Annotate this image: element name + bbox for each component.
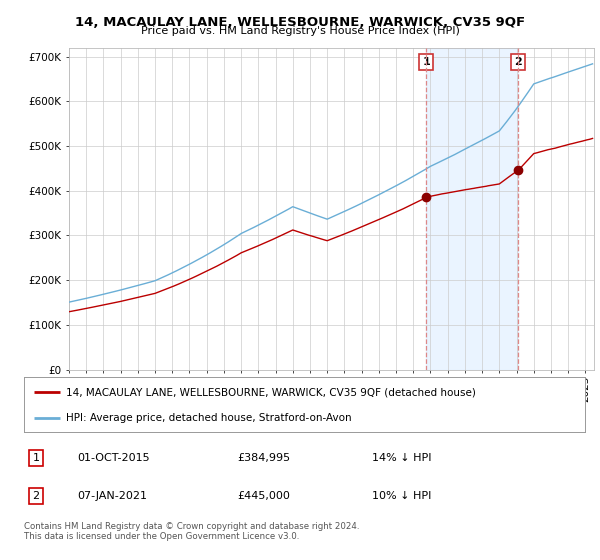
Text: 1: 1 [32, 453, 40, 463]
Text: 14, MACAULAY LANE, WELLESBOURNE, WARWICK, CV35 9QF: 14, MACAULAY LANE, WELLESBOURNE, WARWICK… [75, 16, 525, 29]
Text: 14% ↓ HPI: 14% ↓ HPI [372, 453, 431, 463]
Text: 1: 1 [422, 57, 430, 67]
Text: 01-OCT-2015: 01-OCT-2015 [77, 453, 150, 463]
Text: £445,000: £445,000 [237, 491, 290, 501]
Text: HPI: Average price, detached house, Stratford-on-Avon: HPI: Average price, detached house, Stra… [66, 413, 352, 422]
Text: 10% ↓ HPI: 10% ↓ HPI [372, 491, 431, 501]
Text: 2: 2 [32, 491, 40, 501]
Bar [426, 48, 518, 370]
Text: 14, MACAULAY LANE, WELLESBOURNE, WARWICK, CV35 9QF (detached house): 14, MACAULAY LANE, WELLESBOURNE, WARWICK… [66, 388, 476, 397]
Text: Contains HM Land Registry data © Crown copyright and database right 2024.
This d: Contains HM Land Registry data © Crown c… [24, 522, 359, 542]
Text: Price paid vs. HM Land Registry's House Price Index (HPI): Price paid vs. HM Land Registry's House … [140, 26, 460, 36]
Text: 2: 2 [514, 57, 522, 67]
Text: £384,995: £384,995 [237, 453, 290, 463]
Text: 07-JAN-2021: 07-JAN-2021 [77, 491, 147, 501]
